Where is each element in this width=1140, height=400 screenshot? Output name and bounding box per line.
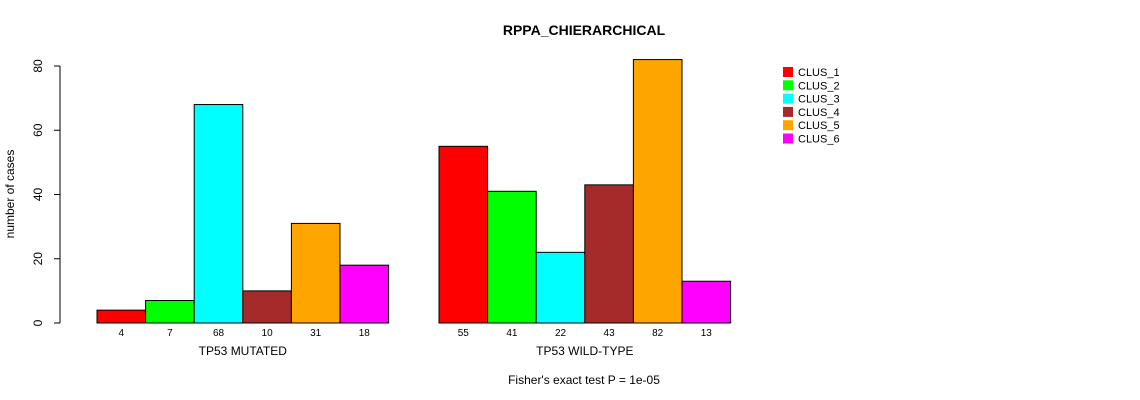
y-axis: 0 20 40 60 80 xyxy=(31,59,61,326)
bar-clus-2-1 xyxy=(145,300,195,324)
bar-clus-5-2 xyxy=(632,59,683,324)
bars xyxy=(96,59,732,324)
legend-swatch xyxy=(783,106,793,117)
legend-swatch xyxy=(783,120,793,131)
bar-value-label: 31 xyxy=(310,328,322,339)
legend-label: CLUS_6 xyxy=(798,134,840,146)
bar-value-label: 22 xyxy=(555,328,567,339)
group-labels: TP53 MUTATED TP53 WILD-TYPE xyxy=(199,344,634,358)
bar-clus-6-1 xyxy=(339,264,390,324)
y-tick-label: 60 xyxy=(31,123,45,137)
bar-value-label: 43 xyxy=(604,328,616,339)
bar-value-label: 68 xyxy=(213,328,225,339)
y-axis-label: number of cases xyxy=(3,150,17,239)
bar-value-label: 55 xyxy=(458,328,470,339)
y-tick-label: 80 xyxy=(31,59,45,73)
y-tick-label: 20 xyxy=(31,252,45,266)
y-tick-label: 0 xyxy=(31,319,45,326)
legend-swatch xyxy=(783,67,793,77)
legend-label: CLUS_4 xyxy=(798,107,840,119)
bar-value-label: 18 xyxy=(359,328,371,339)
bar-value-label: 4 xyxy=(119,328,125,339)
bar-value-label: 41 xyxy=(506,328,518,339)
group-label: TP53 MUTATED xyxy=(199,344,288,358)
legend-swatch xyxy=(783,93,793,104)
bar-clus-4-2 xyxy=(584,184,634,324)
legend-label: CLUS_2 xyxy=(798,80,840,92)
bar-value-label: 13 xyxy=(701,328,713,339)
legend-swatch xyxy=(783,80,793,91)
bar-clus-2-2 xyxy=(487,190,537,324)
bar-clus-3-1 xyxy=(193,104,244,324)
bar-clus-5-1 xyxy=(290,222,341,324)
bar-clus-3-2 xyxy=(535,251,586,324)
bar-labels: 4 7 68 10 31 18 55 41 22 43 82 13 xyxy=(119,328,713,339)
y-tick-label: 40 xyxy=(31,188,45,202)
legend-label: CLUS_3 xyxy=(798,94,840,106)
bar-clus-1-1 xyxy=(96,309,147,324)
chart-title: RPPA_CHIERARCHICAL xyxy=(503,22,666,38)
footer-test-result: Fisher's exact test P = 1e-05 xyxy=(508,373,660,387)
bar-clus-1-2 xyxy=(438,145,489,324)
bar-value-label: 10 xyxy=(262,328,274,339)
bar-clus-6-2 xyxy=(681,280,732,324)
legend-swatch xyxy=(783,133,793,144)
legend-label: CLUS_1 xyxy=(798,67,840,79)
bar-clus-4-1 xyxy=(242,290,292,324)
bar-value-label: 82 xyxy=(652,328,664,339)
group-label: TP53 WILD-TYPE xyxy=(536,344,633,358)
legend-label: CLUS_5 xyxy=(798,120,840,132)
bar-value-label: 7 xyxy=(167,328,173,339)
